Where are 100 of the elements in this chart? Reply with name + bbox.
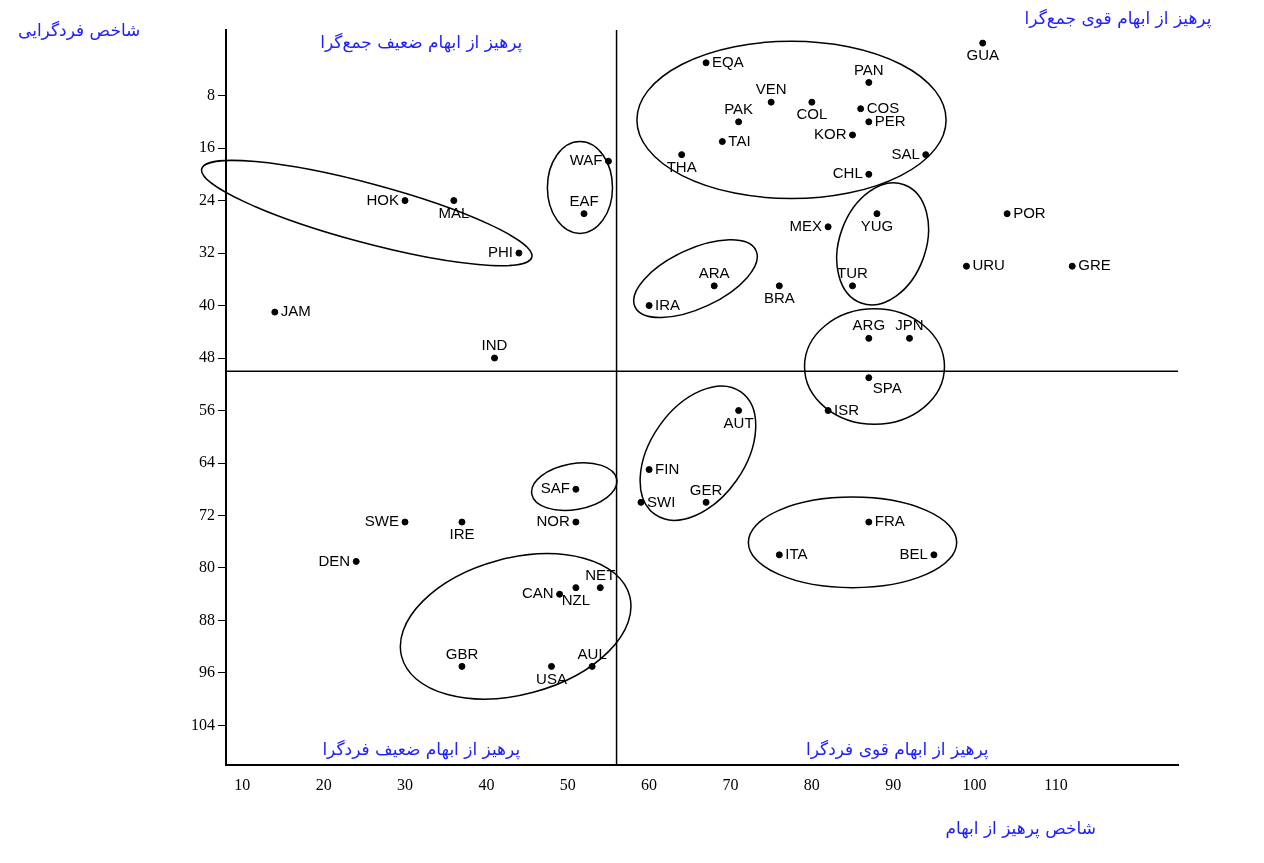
x-axis-title: شاخص پرهیز از ابهام xyxy=(945,818,1096,838)
point xyxy=(718,138,726,146)
point xyxy=(767,98,775,106)
y-tick-label: 8 xyxy=(207,85,215,103)
data-label: USA xyxy=(536,669,567,687)
point xyxy=(580,210,588,218)
data-label: IND xyxy=(481,336,508,354)
x-tick-label: 30 xyxy=(397,775,414,793)
point xyxy=(645,302,653,310)
data-label: FIN xyxy=(655,459,680,477)
data-label: URU xyxy=(972,256,1005,274)
x-tick-label: 60 xyxy=(641,775,658,793)
point xyxy=(930,551,938,559)
point xyxy=(572,584,580,592)
annotation: پرهیز از ابهام ضعیف جمع‌گرا xyxy=(320,32,523,54)
data-label: ARA xyxy=(698,264,730,282)
data-label: SPA xyxy=(872,378,902,396)
data-label: WAF xyxy=(569,151,603,169)
x-tick-label: 50 xyxy=(559,775,576,793)
point xyxy=(865,334,873,342)
data-label: THA xyxy=(666,157,697,175)
data-label: CAN xyxy=(521,584,554,602)
y-tick-label: 48 xyxy=(199,348,215,366)
data-label: MEX xyxy=(789,216,823,234)
data-label: BEL xyxy=(899,545,928,562)
point xyxy=(491,354,499,362)
data-label: NET xyxy=(585,565,616,583)
data-label: YUG xyxy=(860,216,894,234)
data-label: IRE xyxy=(449,525,475,543)
data-label: GRE xyxy=(1078,256,1111,274)
y-tick-label: 24 xyxy=(199,190,215,208)
point xyxy=(857,105,865,113)
data-label: GBR xyxy=(445,644,479,662)
y-axis-title: شاخص فردگرایی xyxy=(18,20,141,40)
data-label: AUT xyxy=(723,413,754,431)
data-label: PHI xyxy=(487,243,513,261)
data-label: ITA xyxy=(785,545,808,562)
text: پرهیز از ابهام قوی جمع‌گرا xyxy=(1024,8,1212,30)
y-tick-label: 72 xyxy=(199,505,215,523)
point xyxy=(710,282,718,290)
point xyxy=(849,282,857,290)
point xyxy=(1003,210,1011,218)
data-label: GUA xyxy=(966,46,999,64)
y-tick-label: 32 xyxy=(199,243,215,261)
data-label: SAL xyxy=(891,144,920,162)
x-tick-label: 80 xyxy=(803,775,820,793)
point xyxy=(702,498,710,506)
data-label: FRA xyxy=(874,512,905,530)
point xyxy=(849,131,857,139)
point xyxy=(547,662,555,670)
data-label: JAM xyxy=(280,302,311,320)
data-label: EAF xyxy=(569,191,599,209)
data-label: ISR xyxy=(834,400,860,418)
data-label: HOK xyxy=(366,190,400,208)
point xyxy=(645,466,653,474)
data-label: DEN xyxy=(318,551,351,569)
data-label: SWE xyxy=(364,512,400,530)
point xyxy=(824,223,832,231)
data-label: PAK xyxy=(724,99,754,117)
point xyxy=(556,590,564,598)
point xyxy=(735,407,743,415)
x-tick-label: 40 xyxy=(478,775,495,793)
data-label: JPN xyxy=(895,316,924,334)
annotation: پرهیز از ابهام قوی فردگرا xyxy=(805,739,989,761)
point xyxy=(905,334,913,342)
x-tick-label: 70 xyxy=(722,775,739,793)
point xyxy=(775,551,783,559)
point xyxy=(271,308,279,316)
point xyxy=(865,374,873,382)
data-label: TAI xyxy=(728,131,751,149)
point xyxy=(458,518,466,526)
point xyxy=(808,98,816,106)
data-label: BRA xyxy=(763,289,795,307)
data-label: GER xyxy=(689,480,723,498)
data-label: TUR xyxy=(837,264,869,282)
y-tick-label: 88 xyxy=(199,610,215,628)
point xyxy=(596,584,604,592)
point xyxy=(865,118,873,126)
x-tick-label: 20 xyxy=(315,775,332,793)
x-tick-label: 90 xyxy=(885,775,902,793)
data-label: COS xyxy=(866,98,900,116)
y-tick-label: 80 xyxy=(199,558,215,576)
data-label: POR xyxy=(1013,203,1046,221)
point xyxy=(572,518,580,526)
point xyxy=(1068,262,1076,270)
data-label: CHL xyxy=(832,164,863,182)
point xyxy=(865,170,873,178)
point xyxy=(865,78,873,86)
point xyxy=(401,197,409,205)
y-tick-label: 40 xyxy=(199,295,215,313)
y-tick-label: 64 xyxy=(199,453,215,471)
point xyxy=(637,498,645,506)
data-label: COL xyxy=(796,105,828,123)
point xyxy=(979,39,987,47)
y-tick-label: 16 xyxy=(199,138,215,156)
point xyxy=(678,151,686,159)
point xyxy=(873,210,881,218)
x-tick-label: 100 xyxy=(962,775,987,793)
point xyxy=(702,59,710,67)
data-label: NZL xyxy=(561,590,591,608)
